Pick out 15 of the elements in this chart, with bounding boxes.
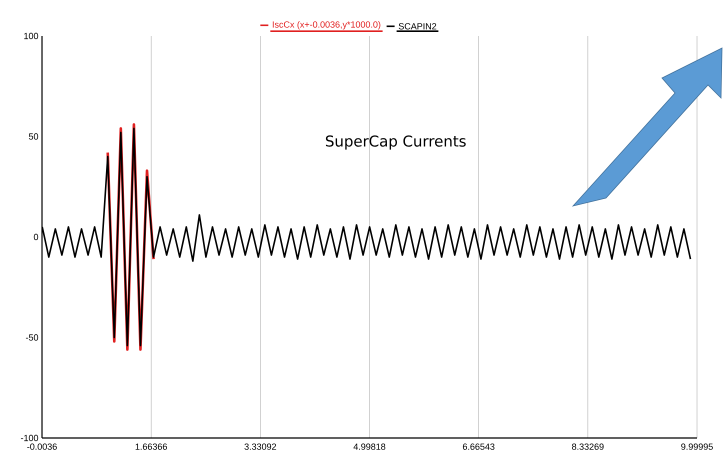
y-tick-label: -50 [26,334,38,341]
y-tick-label: 50 [28,133,38,140]
x-tick-label: -0.0036 [27,444,57,450]
x-tick-label: 9.99995 [681,444,713,450]
x-tick-label: 3.33092 [244,444,276,450]
x-tick-label: 6.66543 [462,444,494,450]
x-tick-label: 8.33269 [572,444,604,450]
x-tick-label: 4.99818 [354,444,386,450]
y-tick-label: -100 [20,434,38,442]
y-tick-label: 100 [24,32,38,40]
annotation: SuperCap Currents [326,135,466,150]
legend-label: SCAPIN2 [398,23,436,30]
legend-label: IscCx (x+-0.0036,y*1000.0) [272,21,380,30]
y-tick-label: 0 [34,234,38,240]
x-tick-label: 1.66366 [136,444,167,450]
